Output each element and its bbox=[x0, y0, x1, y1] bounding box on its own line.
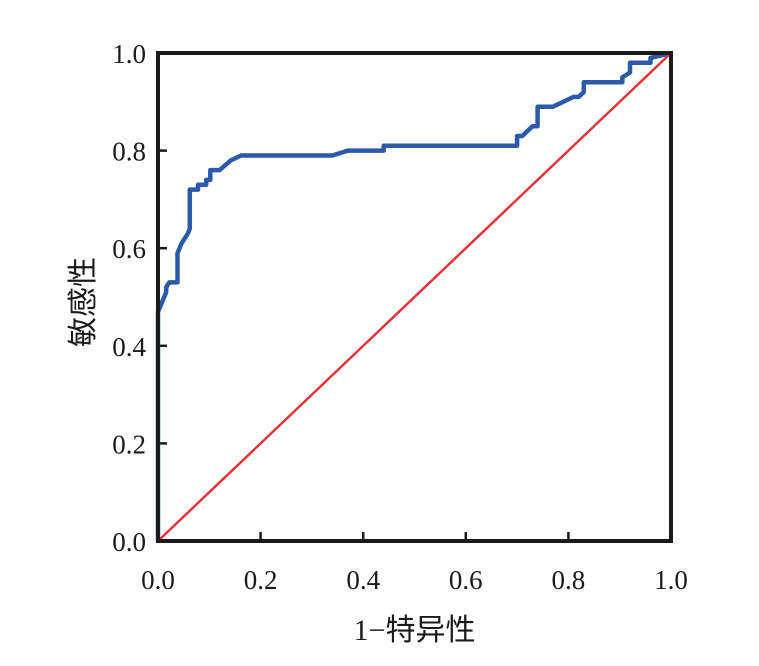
y-axis-tick-labels: 0.0 0.2 0.4 0.6 0.8 1.0 bbox=[112, 39, 146, 557]
x-axis-title: 1−特异性 bbox=[354, 614, 476, 647]
y-axis-title: 敏感性 bbox=[67, 257, 100, 347]
x-tick-label-4: 0.8 bbox=[552, 565, 586, 595]
roc-curve-line bbox=[155, 50, 672, 541]
y-tick-label-4: 0.8 bbox=[112, 137, 146, 167]
y-tick-label-3: 0.6 bbox=[112, 234, 146, 264]
x-tick-label-1: 0.2 bbox=[244, 565, 278, 595]
series-layer bbox=[155, 50, 672, 542]
x-axis-tick-labels: 0.0 0.2 0.4 0.6 0.8 1.0 bbox=[141, 565, 688, 595]
y-tick-label-0: 0.0 bbox=[112, 527, 146, 557]
x-tick-label-5: 1.0 bbox=[654, 565, 688, 595]
y-tick-label-1: 0.2 bbox=[112, 429, 146, 459]
y-tick-label-2: 0.4 bbox=[112, 332, 146, 362]
plot-frame bbox=[156, 51, 673, 543]
y-tick-label-5: 1.0 bbox=[112, 39, 146, 69]
x-tick-label-3: 0.6 bbox=[449, 565, 483, 595]
x-tick-label-0: 0.0 bbox=[141, 565, 175, 595]
reference-diagonal-line bbox=[157, 52, 672, 542]
x-tick-label-2: 0.4 bbox=[346, 565, 380, 595]
